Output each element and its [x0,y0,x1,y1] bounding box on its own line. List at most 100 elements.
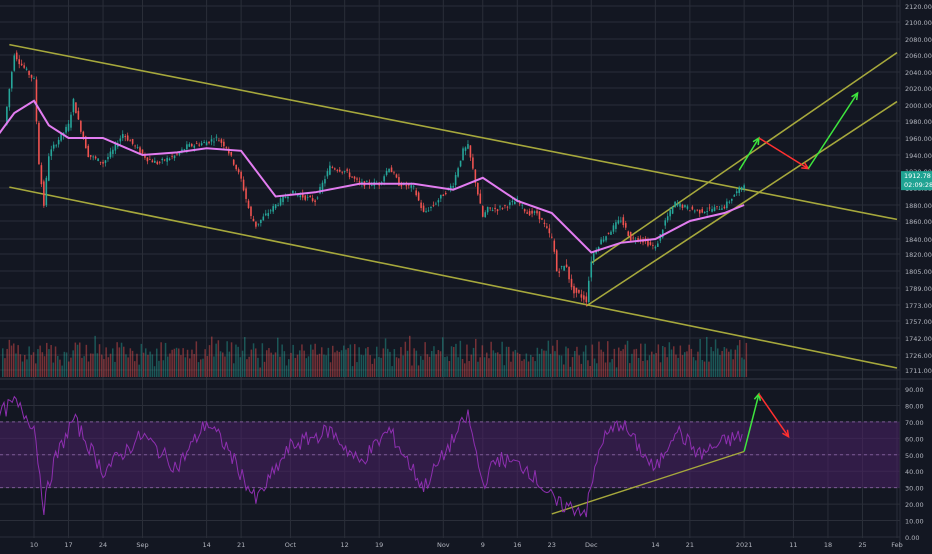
rsi-axis: 90.00 80.00 70.00 60.00 50.00 40.00 30.00 20.00… [905,386,924,542]
volume-bar [39,345,41,377]
last-price-label: 1912.78 02:09:28 [901,171,932,191]
volume-bar [292,344,294,377]
volume-bar [708,361,710,377]
candle-body [407,184,410,186]
candle-body [405,185,408,187]
candle-body [94,156,97,159]
volume-bar [545,350,547,377]
candle-body [35,79,38,122]
last-price-text: 1912.78 [904,172,931,180]
candle-body [6,106,8,125]
time-tick-label: 17 [64,541,72,549]
volume-bar [147,354,149,377]
volume-bar [228,351,231,377]
candle-body [526,212,528,214]
candle-body [684,205,686,208]
volume-bar [604,362,607,377]
candle-body [506,206,509,208]
candles [6,50,745,307]
candle-body [311,198,314,201]
volume-bar [609,362,611,377]
volume-bar [215,343,217,377]
volume-bar [178,348,180,377]
volume-bar [455,343,457,377]
volume-bar [224,356,226,377]
volume-bar [70,357,72,377]
volume-bar [340,350,343,377]
volume-bar [389,351,391,377]
volume-bar [35,363,37,377]
time-tick-label: 21 [686,541,694,549]
volume-bar [266,350,268,377]
volume-bar [59,359,61,377]
volume-bar [556,340,558,377]
volume-bar [63,351,66,377]
candle-body [536,210,538,214]
volume-bar [475,338,477,377]
volume-bar [380,357,382,377]
candle-body [173,155,176,159]
volume-bar [105,347,107,377]
volume-bar [464,363,466,377]
volume-bar [6,348,8,377]
volume-bar [120,342,123,377]
price-tick-label: 1960.00 [905,135,932,143]
candle-body [735,191,738,194]
price-tick-label: 1840.00 [905,236,932,244]
volume-bar [283,351,286,377]
candle-body [669,210,671,217]
volume-bar [428,356,431,377]
candle-body [580,294,583,298]
volume-bar [459,340,462,377]
candle-body [610,231,612,235]
volume-bar [723,346,726,377]
candle-body [353,176,356,179]
volume-bar [488,358,490,377]
price-tick-label: 1940.00 [905,152,932,160]
price-tick-label: 2040.00 [905,69,932,77]
volume-bar [712,351,715,377]
candle-body [563,266,565,271]
candle-body [193,145,196,148]
volume-bar [191,349,193,377]
volume-bar [217,340,220,377]
volume-bar [305,358,308,377]
candle-body [279,198,282,206]
candle-body [227,148,230,154]
volume-bar [206,356,209,377]
volume-bar [173,348,176,377]
candle-body [694,210,696,212]
candle-body [38,122,40,165]
volume-bar [717,348,719,377]
candle-body [351,176,353,178]
candle-body [393,172,395,174]
candle-body [45,177,48,206]
candle-body [30,74,33,78]
candle-body [464,147,467,151]
rsi-path [0,395,743,518]
projection-arrowhead [782,429,790,439]
price-grid [0,5,900,371]
volume-bar [74,342,77,377]
volume-bar [123,346,125,377]
volume-bar [239,357,242,377]
volume-bar [637,357,640,377]
candle-body [661,229,664,238]
candle-body [274,204,277,209]
volume-bar [521,360,523,377]
candle-body [141,149,144,154]
projection-arrow [758,393,790,438]
volume-bar [629,363,631,377]
candle-body [104,160,107,163]
volume-bar [651,351,653,377]
candle-body [708,207,711,209]
volume-bar [532,356,534,377]
volume-bar [490,341,492,377]
candle-body [474,169,477,184]
volume-bar [530,354,532,377]
candle-body [718,209,721,210]
candle-body [543,222,546,225]
volume-bar [710,346,712,377]
volume-bar [719,355,721,377]
candle-body [80,121,82,132]
